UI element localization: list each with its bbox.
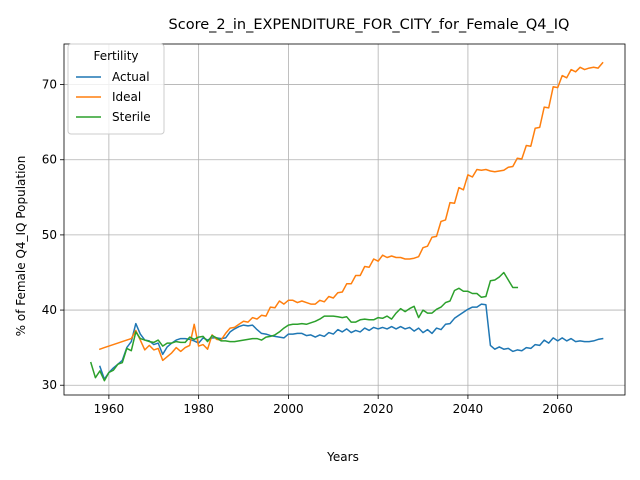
legend-label-actual: Actual bbox=[112, 70, 150, 84]
legend-items: Actual Ideal Sterile bbox=[76, 70, 151, 124]
legend: Fertility Actual Ideal Sterile bbox=[67, 43, 165, 135]
x-tick-label: 2000 bbox=[273, 402, 304, 416]
series-line-sterile bbox=[89, 271, 519, 382]
y-axis-ticks: 30 40 50 60 70 bbox=[42, 78, 64, 392]
x-axis-title: Years bbox=[326, 450, 359, 464]
x-axis-ticks: 1960 1980 2000 2020 2040 2060 bbox=[94, 395, 573, 416]
series-line-ideal bbox=[98, 61, 604, 362]
plot-area-frame bbox=[63, 43, 626, 396]
legend-box bbox=[67, 43, 165, 135]
y-tick-label: 30 bbox=[42, 378, 57, 392]
y-tick-label: 60 bbox=[42, 153, 57, 167]
y-tick-label: 70 bbox=[42, 78, 57, 92]
grid-lines bbox=[64, 44, 625, 395]
x-tick-label: 1960 bbox=[94, 402, 125, 416]
y-tick-label: 50 bbox=[42, 228, 57, 242]
legend-label-ideal: Ideal bbox=[112, 90, 141, 104]
series-layer bbox=[89, 61, 604, 382]
x-tick-label: 2020 bbox=[363, 402, 394, 416]
legend-title: Fertility bbox=[93, 49, 138, 63]
y-axis-title: % of Female Q4_IQ Population bbox=[14, 156, 28, 337]
x-tick-label: 2060 bbox=[542, 402, 573, 416]
x-tick-label: 1980 bbox=[183, 402, 214, 416]
legend-label-sterile: Sterile bbox=[112, 110, 151, 124]
chart-title: Score_2_in_EXPENDITURE_FOR_CITY_for_Fema… bbox=[169, 17, 570, 33]
series-line-actual bbox=[98, 303, 604, 380]
x-tick-label: 2040 bbox=[453, 402, 484, 416]
y-tick-label: 40 bbox=[42, 303, 57, 317]
